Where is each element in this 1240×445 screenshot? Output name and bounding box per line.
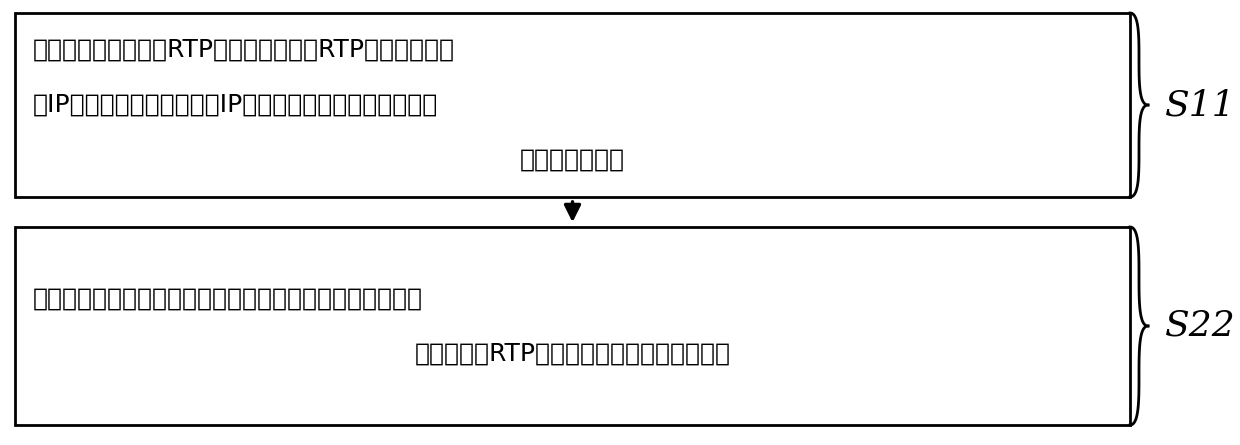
Text: 根据所述目的端口号，查找与所述目的端口号对应的特许规: 根据所述目的端口号，查找与所述目的端口号对应的特许规 bbox=[33, 287, 423, 311]
Text: 接收来自第一终端的RTP交互报文，所述RTP交互报文的目: 接收来自第一终端的RTP交互报文，所述RTP交互报文的目 bbox=[33, 38, 455, 62]
Text: 则，将所述RTP交互报文转发至所述第二终端: 则，将所述RTP交互报文转发至所述第二终端 bbox=[414, 341, 730, 365]
Text: S22: S22 bbox=[1166, 309, 1236, 343]
Bar bbox=[15, 13, 1130, 197]
Text: S11: S11 bbox=[1166, 88, 1236, 122]
Bar bbox=[15, 227, 1130, 425]
Text: 的IP地址为第二终端的公网IP地址，目的端口为所述第二终: 的IP地址为第二终端的公网IP地址，目的端口为所述第二终 bbox=[33, 93, 438, 117]
Text: 端的私网端口号: 端的私网端口号 bbox=[520, 148, 625, 172]
